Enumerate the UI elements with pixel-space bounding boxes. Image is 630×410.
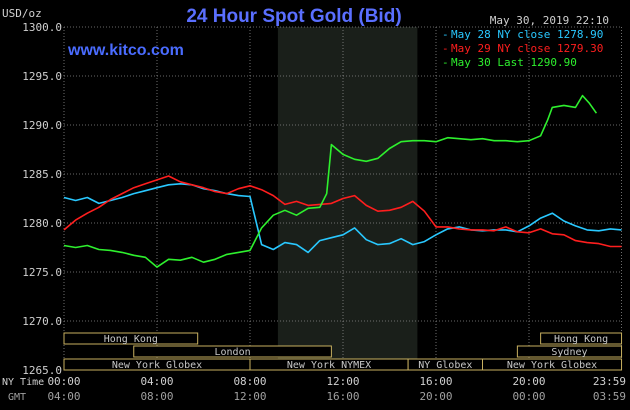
chart-timestamp: May 30, 2019 22:10 xyxy=(490,14,609,27)
y-tick-label: 1295.0 xyxy=(22,70,62,83)
kitco-brand[interactable]: www.kitco.com xyxy=(67,42,184,59)
x-tick-ny: 16:00 xyxy=(419,375,452,388)
chart-title: 24 Hour Spot Gold (Bid) xyxy=(186,6,401,27)
y-tick-label: 1270.0 xyxy=(22,315,62,328)
x-tick-ny: 12:00 xyxy=(326,375,359,388)
y-tick-label: 1275.0 xyxy=(22,266,62,279)
shaded-session-band xyxy=(277,27,418,370)
y-tick-label: 1265.0 xyxy=(22,364,62,377)
legend-entry-1: May 28 NY close 1278.90 xyxy=(451,28,603,41)
x-tick-ny: 08:00 xyxy=(233,375,266,388)
x-tick-ny: 20:00 xyxy=(512,375,545,388)
y-tick-label: 1300.0 xyxy=(22,21,62,34)
legend-marker-3: - xyxy=(442,56,449,69)
x-tick-ny: 04:00 xyxy=(140,375,173,388)
session-box xyxy=(133,345,332,358)
session-label: Sydney xyxy=(551,347,587,358)
session-box xyxy=(516,345,623,358)
legend-entry-3: May 30 Last 1290.90 xyxy=(451,56,577,69)
session-box xyxy=(482,358,623,371)
x-tick-gmt: 03:59 xyxy=(593,390,626,403)
x-tick-gmt: 12:00 xyxy=(233,390,266,403)
series-line-1 xyxy=(63,183,622,254)
session-label: Hong Kong xyxy=(104,334,158,345)
x-tick-gmt: 20:00 xyxy=(419,390,452,403)
y-tick-label: 1285.0 xyxy=(22,168,62,181)
session-label: New York NYMEX xyxy=(287,360,371,371)
x-tick-gmt: 04:00 xyxy=(47,390,80,403)
legend-entry-2: May 29 NY close 1279.30 xyxy=(451,42,603,55)
session-label: Hong Kong xyxy=(554,334,608,345)
legend-marker-2: - xyxy=(442,42,449,55)
session-label: NY Globex xyxy=(418,360,472,371)
x-tick-gmt: 00:00 xyxy=(512,390,545,403)
y-axis-units: USD/oz xyxy=(2,7,42,20)
x-tick-gmt: 08:00 xyxy=(140,390,173,403)
y-tick-label: 1290.0 xyxy=(22,119,62,132)
legend-marker-1: - xyxy=(442,28,449,41)
session-label: New York Globex xyxy=(507,360,597,371)
x-row-label-gmt: GMT xyxy=(8,392,26,403)
session-box xyxy=(540,332,623,345)
y-tick-label: 1280.0 xyxy=(22,217,62,230)
series-line-2 xyxy=(63,175,622,248)
session-box xyxy=(63,332,199,345)
session-label: New York Globex xyxy=(112,360,202,371)
series-line-3 xyxy=(63,94,598,268)
x-tick-gmt: 16:00 xyxy=(326,390,359,403)
session-label: London xyxy=(215,347,251,358)
x-row-label-ny: NY Time xyxy=(2,377,44,388)
x-tick-ny: 00:00 xyxy=(47,375,80,388)
x-tick-ny: 23:59 xyxy=(593,375,626,388)
